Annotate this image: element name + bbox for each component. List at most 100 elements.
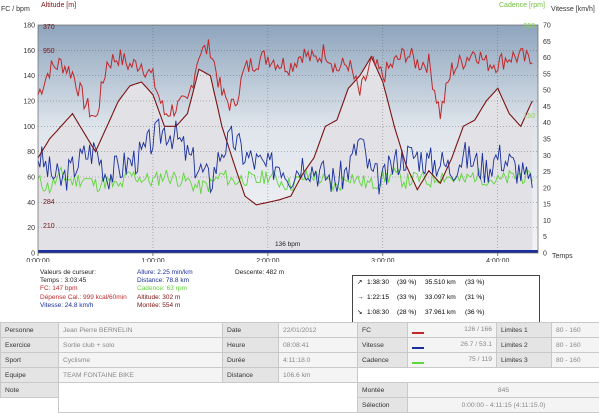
sport-value[interactable]: Cyclisme <box>58 352 223 368</box>
cursor-values-col3: Descente: 482 m <box>235 269 284 277</box>
exercise-value[interactable]: Sortie club + solo <box>58 337 223 353</box>
speed-tick-label: 30 <box>543 153 551 160</box>
cadence-value: 75 / 119 <box>407 352 497 368</box>
cursor-descent: Descente: 482 m <box>235 269 285 276</box>
hr-swatch-icon <box>412 332 424 334</box>
lap-dist: 33.097 km <box>425 294 456 301</box>
series-speed-line <box>37 118 533 195</box>
table-row: Sélection 0:00:00 - 4:11:15 (4:11:15.0) <box>0 397 599 413</box>
speed-tick-label: 40 <box>543 120 551 127</box>
time-tick-label: 0:00:00 <box>26 258 49 262</box>
lap-dist-pct: (36 %) <box>465 309 485 316</box>
time-label: Heure <box>222 337 279 353</box>
right-axis-title: Vitesse [km/h] <box>551 6 595 13</box>
speed-tick-label: 45 <box>543 104 551 111</box>
selection-label: Sélection <box>357 397 408 413</box>
cursor-time: Temps : 3:03:45 <box>40 277 87 285</box>
lap-row-flat: → 1:22:15 (33 %) 33.097 km (31 %) <box>357 292 484 303</box>
hr-tick-label: 140 <box>23 73 35 80</box>
limits2-label: Limites 2 <box>496 337 552 353</box>
speed-tick-label: 50 <box>543 88 551 95</box>
speed-value: 26.7 / 53.1 <box>407 337 497 353</box>
min-hr-label: 136 bpm <box>275 241 300 248</box>
cursor-ascent: Montée: 554 m <box>137 301 181 309</box>
time-tick-label: 2:00:00 <box>256 258 279 262</box>
lap-dist: 35.510 km <box>425 279 456 286</box>
series-cadence-line <box>37 166 533 195</box>
limits2-value[interactable]: 80 - 160 <box>551 337 599 353</box>
time-tick-label: 1:00:00 <box>141 258 164 262</box>
speed-tick-label: 15 <box>543 202 551 209</box>
ascent-value: 845 <box>407 382 599 398</box>
limits3-value[interactable]: 80 - 160 <box>551 352 599 368</box>
speed-label: Vitesse <box>357 337 408 353</box>
table-row: Sport Cyclisme Durée 4:11:18.0 Cadence 7… <box>0 352 599 368</box>
speed-tick-label: 55 <box>543 71 551 78</box>
info-table: Personne Jean Pierre BERNELIN Date 22/01… <box>0 322 599 413</box>
arrow-up-right-icon: ↗ <box>357 279 363 286</box>
series-altitude-line <box>37 55 533 206</box>
table-row: Note Montée 845 <box>0 382 599 413</box>
hr-label: FC <box>357 322 408 338</box>
team-label: Equipe <box>0 367 59 383</box>
lap-time: 1:22:15 <box>367 294 389 301</box>
arrow-down-right-icon: ↘ <box>357 309 363 316</box>
hr-tick-label: 120 <box>23 99 35 106</box>
altitude-tick-label: 370 <box>43 24 55 31</box>
time-tick-label: 4:00:00 <box>486 258 509 262</box>
speed-tick-label: 10 <box>543 218 551 225</box>
speed-tick-label: 25 <box>543 169 551 176</box>
date-value[interactable]: 22/01/2012 <box>278 322 358 338</box>
person-value[interactable]: Jean Pierre BERNELIN <box>58 322 223 338</box>
cursor-speed: Vitesse: 24.8 km/h <box>40 301 94 309</box>
hr-tick-label: 180 <box>23 23 35 30</box>
exercise-label: Exercice <box>0 337 59 353</box>
lap-pct: (39 %) <box>397 279 417 286</box>
cadence-tick-label: 150 <box>523 113 535 120</box>
hr-tick-label: 160 <box>23 48 35 55</box>
cursor-values-col1: Valeurs de curseur: Temps : 3:03:45 FC: … <box>40 269 127 310</box>
time-value[interactable]: 08:08:41 <box>278 337 358 353</box>
lap-summary-box: ↗ 1:38:30 (39 %) 35.510 km (33 %) → 1:22:15 (3… <box>352 275 540 323</box>
speed-tick-label: 60 <box>543 55 551 62</box>
speed-swatch-icon <box>412 347 424 349</box>
lap-row-downhill: ↘ 1:08:30 (28 %) 37.961 km (36 %) <box>357 307 484 318</box>
lap-time: 1:08:30 <box>367 309 389 316</box>
limits1-value[interactable]: 80 - 160 <box>551 322 599 338</box>
altitude-area <box>38 56 533 254</box>
time-axis-title: Temps <box>552 253 573 260</box>
speed-tick-label: 70 <box>543 23 551 30</box>
hr-tick-label: 80 <box>27 149 35 156</box>
table-row: Personne Jean Pierre BERNELIN Date 22/01… <box>0 322 599 338</box>
note-value[interactable] <box>58 382 358 413</box>
lap-pct: (28 %) <box>397 309 417 316</box>
limits1-label: Limites 1 <box>496 322 552 338</box>
lap-row-uphill: ↗ 1:38:30 (39 %) 35.510 km (33 %) <box>357 277 484 288</box>
ascent-label: Montée <box>357 382 408 398</box>
cursor-title: Valeurs de curseur: <box>40 269 96 276</box>
lap-dist-pct: (31 %) <box>465 294 485 301</box>
hr-tick-label: 40 <box>27 200 35 207</box>
limits3-label: Limites 3 <box>496 352 552 368</box>
duration-label: Durée <box>222 352 279 368</box>
cursor-values-col2: Allure: 2.25 min/km Distance: 78.8 km Ca… <box>137 269 193 310</box>
cadence-label: Cadence <box>357 352 408 368</box>
series-hr-line <box>37 39 533 120</box>
altitude-axis-title: Altitude [m] <box>41 2 76 9</box>
speed-tick-label: 65 <box>543 39 551 46</box>
speed-tick-label: 20 <box>543 185 551 192</box>
speed-tick-label: 35 <box>543 137 551 144</box>
team-value[interactable]: TEAM FONTAINE BIKE <box>58 367 223 383</box>
note-label: Note <box>0 382 59 398</box>
cursor-hr: FC: 147 bpm <box>40 285 78 293</box>
cursor-calories: Dépense Cal.: 999 kcal/60min <box>40 293 127 301</box>
distance-label: Distance <box>222 367 279 383</box>
distance-value[interactable]: 106.6 km <box>278 367 358 383</box>
arrow-right-icon: → <box>357 294 364 301</box>
lap-time: 1:38:30 <box>367 279 389 286</box>
hr-tick-label: 20 <box>27 225 35 232</box>
altitude-tick-label: 210 <box>43 223 55 230</box>
duration-value[interactable]: 4:11:18.0 <box>278 352 358 368</box>
